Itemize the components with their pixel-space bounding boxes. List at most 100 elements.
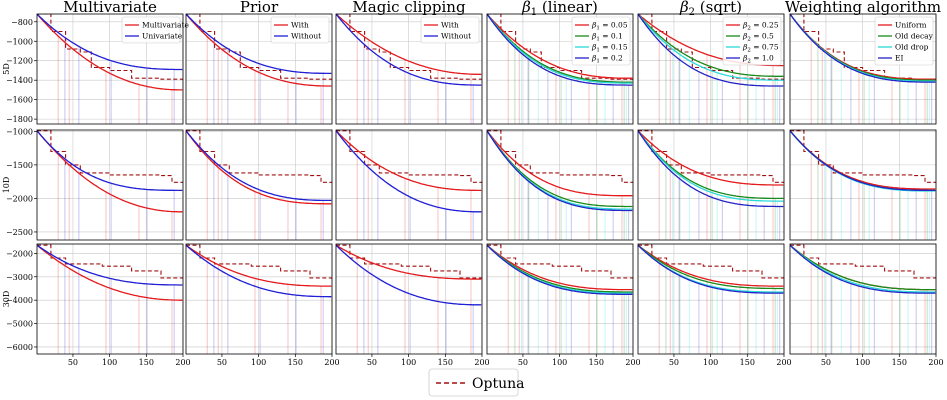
series-line-2	[790, 244, 936, 293]
legend-label: Without	[291, 32, 321, 41]
panel-r1-c2	[335, 129, 483, 241]
legend-label: Univariate	[142, 32, 183, 41]
series-line-0	[638, 244, 784, 287]
legend-label: β1 = 0.05	[591, 21, 628, 32]
legend-label: Old decay	[895, 32, 934, 41]
column-title-0: Multivariate	[63, 0, 157, 16]
series-line-1	[638, 14, 784, 77]
legend-label: β2 = 0.75	[742, 43, 779, 54]
column-title-4: β2 (sqrt)	[679, 0, 742, 18]
x-tick-label: 100	[102, 358, 117, 367]
x-tick-label: 200	[625, 358, 640, 367]
y-tick-label: −1800	[6, 115, 33, 124]
y-tick-label: −1400	[6, 76, 33, 85]
series-line-1	[638, 130, 784, 200]
panel-frame	[185, 129, 333, 241]
series-line-3	[487, 244, 633, 295]
row-label-10D: 10D	[2, 177, 11, 194]
panel-frame	[185, 13, 333, 125]
optuna-line	[186, 244, 332, 280]
panel-frame	[637, 129, 785, 241]
legend-label: β1 = 0.2	[591, 54, 623, 65]
panel-frame	[36, 243, 184, 355]
legend-5: Uniform Old decay Old drop EI	[874, 16, 934, 66]
panel-frame	[185, 243, 333, 355]
series-line-1	[186, 244, 332, 298]
y-tick-label: −1000	[6, 37, 33, 46]
panel-r0-c5: Uniform Old decay Old drop EI	[789, 13, 937, 125]
y-tick-label: −1000	[6, 127, 33, 136]
series-line-0	[487, 14, 633, 79]
row-label-5D: 5D	[2, 63, 11, 75]
legend-label: EI	[895, 54, 903, 63]
series-line-3	[638, 244, 784, 294]
x-tick-label: 100	[855, 358, 870, 367]
panel-r0-c0: −800 −1000 −1200 −1400 −1600 −1800 Multivariat…	[6, 13, 189, 125]
panel-frame	[486, 13, 634, 125]
series-line-0	[186, 244, 332, 287]
y-tick-label: −1600	[6, 96, 33, 105]
x-tick-label: 50	[217, 358, 227, 367]
x-tick-label: 50	[367, 358, 377, 367]
y-tick-label: −2500	[6, 228, 33, 237]
x-tick-label: 100	[552, 358, 567, 367]
x-tick-label: 150	[740, 358, 755, 367]
column-title-1: Prior	[240, 0, 279, 16]
x-tick-label: 50	[821, 358, 831, 367]
y-tick-label: −4000	[6, 296, 33, 305]
legend-0: Multivariate Univariate	[121, 16, 189, 44]
series-line-1	[37, 14, 183, 71]
panel-r2-c5: 50 100 150 200	[789, 243, 944, 367]
x-tick-label: 150	[288, 358, 303, 367]
legend-2: With Without	[420, 16, 480, 44]
column-title-5: Weighting algorithm	[785, 0, 941, 16]
legend-label: β2 = 1.0	[742, 54, 774, 65]
series-line-3	[487, 14, 633, 86]
panel-r2-c0: −2000 −3000 −4000 −5000 −6000 50 100 150 200	[6, 243, 191, 367]
optuna-line	[186, 130, 332, 183]
panel-frame	[789, 13, 937, 125]
bottom-legend: Optuna	[428, 368, 524, 397]
panel-r2-c4: 50 100 150 200	[637, 243, 792, 367]
series-line-0	[336, 14, 482, 76]
optuna-line	[790, 14, 936, 80]
series-line-0	[638, 130, 784, 186]
series-line-3	[487, 130, 633, 212]
series-line-2	[638, 130, 784, 202]
series-line-1	[186, 14, 332, 75]
optuna-line	[790, 130, 936, 183]
series-line-0	[336, 244, 482, 280]
series-line-0	[186, 14, 332, 87]
legend-label: Multivariate	[142, 21, 189, 30]
panel-r2-c3: 50 100 150 200	[486, 243, 641, 367]
optuna-line	[37, 14, 183, 80]
legend-label: β2 = 0.25	[742, 21, 779, 32]
series-line-1	[487, 244, 633, 293]
panel-r1-c5	[789, 129, 937, 241]
x-tick-label: 200	[474, 358, 489, 367]
legend-label: Old drop	[895, 43, 929, 52]
series-line-0	[487, 244, 633, 291]
legend-label: β1 = 0.1	[591, 32, 623, 43]
y-tick-label: −5000	[6, 320, 33, 329]
column-title-2: Magic clipping	[352, 0, 466, 16]
panel-r2-c1: 50 100 150 200	[185, 243, 340, 367]
y-tick-label: −2000	[6, 249, 33, 258]
y-tick-label: −3000	[6, 273, 33, 282]
legend-1: With Without	[270, 16, 330, 44]
series-line-1	[487, 130, 633, 208]
legend-label: Without	[441, 32, 471, 41]
series-line-1	[790, 244, 936, 291]
series-line-3	[790, 244, 936, 294]
series-line-1	[37, 244, 183, 286]
series-line-3	[790, 14, 936, 83]
panel-r0-c2: With Without	[335, 13, 483, 125]
series-line-1	[336, 244, 482, 306]
panel-r0-c1: With Without	[185, 13, 333, 125]
panel-frame	[335, 13, 483, 125]
series-line-1	[37, 130, 183, 192]
optuna-line	[638, 14, 784, 80]
